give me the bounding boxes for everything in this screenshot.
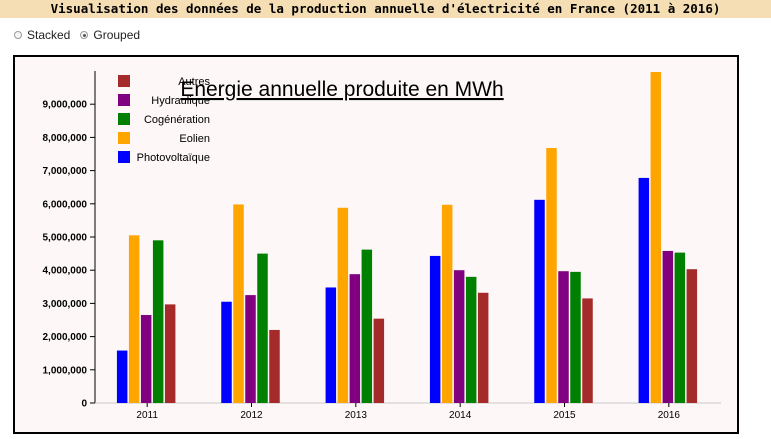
page-title: Visualisation des données de la producti… [0,0,771,18]
bar-photovolta-que-2015[interactable] [534,199,545,403]
y-tick-label: 4,000,000 [43,266,88,277]
bar-hydraulique-2011[interactable] [140,315,152,403]
bar-photovolta-que-2014[interactable] [429,255,441,403]
stacked-radio[interactable] [14,31,22,39]
legend-swatch [118,113,130,125]
legend-label: Hydraulique [151,95,210,107]
stacked-option[interactable]: Stacked [14,28,70,42]
x-tick-label: 2014 [449,410,472,421]
bar-cog-n-ration-2016[interactable] [674,252,686,403]
grouped-label: Grouped [93,28,141,42]
bar-autres-2014[interactable] [477,292,489,403]
chart-title: Energie annuelle produite en MWh [180,78,503,101]
bar-chart: 0 1,000,000 2,000,000 3,000,000 4,000,000 5,0… [43,71,721,421]
legend-label: Autres [178,76,210,88]
bar-autres-2013[interactable] [373,318,385,403]
bar-autres-2012[interactable] [269,329,280,403]
x-tick-label: 2012 [240,410,263,421]
y-tick-label: 0 [81,399,87,410]
x-axis: 2011 2012 2013 2014 2015 2016 [95,402,721,421]
x-tick-label: 2015 [553,410,576,421]
bar-eolien-2014[interactable] [441,204,453,403]
layout-toggle: Stacked Grouped [14,27,150,43]
bar-eolien-2015[interactable] [546,148,557,403]
y-tick-label: 1,000,000 [43,365,88,376]
bar-cog-n-ration-2013[interactable] [361,249,373,403]
legend-swatch [118,75,130,87]
x-tick-label: 2013 [345,410,368,421]
bar-hydraulique-2013[interactable] [349,274,361,403]
bar-photovolta-que-2011[interactable] [116,350,128,403]
bar-eolien-2016[interactable] [650,71,662,403]
bar-autres-2011[interactable] [164,304,176,403]
bar-cog-n-ration-2015[interactable] [570,271,581,403]
y-tick-label: 7,000,000 [43,166,88,177]
bar-hydraulique-2014[interactable] [453,270,465,403]
stacked-label: Stacked [27,28,71,42]
bar-cog-n-ration-2014[interactable] [465,276,477,403]
y-tick-label: 8,000,000 [43,133,88,144]
bars [116,71,698,403]
legend: Autres Hydraulique Cogénération Eolien Photo… [118,75,210,164]
y-tick-label: 5,000,000 [43,233,88,244]
bar-autres-2015[interactable] [582,298,593,403]
grouped-radio[interactable] [80,31,89,39]
legend-swatch [118,151,130,163]
bar-cog-n-ration-2012[interactable] [257,253,268,403]
y-tick-label: 3,000,000 [43,299,88,310]
bar-cog-n-ration-2011[interactable] [152,240,164,403]
bar-photovolta-que-2013[interactable] [325,287,337,403]
bar-hydraulique-2016[interactable] [662,250,674,403]
x-tick-label: 2016 [658,410,681,421]
bar-hydraulique-2015[interactable] [558,271,569,403]
bar-autres-2016[interactable] [686,269,698,403]
bar-photovolta-que-2016[interactable] [638,177,650,403]
bar-eolien-2011[interactable] [128,235,140,403]
legend-swatch [118,132,130,144]
legend-swatch [118,94,130,106]
legend-label: Eolien [179,133,210,145]
grouped-option[interactable]: Grouped [80,28,140,42]
bar-eolien-2013[interactable] [337,207,349,403]
y-axis: 0 1,000,000 2,000,000 3,000,000 4,000,000 5,0… [43,71,96,410]
legend-label: Photovoltaïque [137,152,210,164]
legend-label: Cogénération [144,114,210,126]
bar-eolien-2012[interactable] [233,204,244,403]
chart-frame: 0 1,000,000 2,000,000 3,000,000 4,000,000 5,0… [13,55,739,434]
y-tick-label: 9,000,000 [43,100,88,111]
y-tick-label: 6,000,000 [43,199,88,210]
y-tick-label: 2,000,000 [43,332,88,343]
bar-hydraulique-2012[interactable] [245,295,256,403]
bar-photovolta-que-2012[interactable] [221,301,232,403]
x-tick-label: 2011 [136,410,158,421]
